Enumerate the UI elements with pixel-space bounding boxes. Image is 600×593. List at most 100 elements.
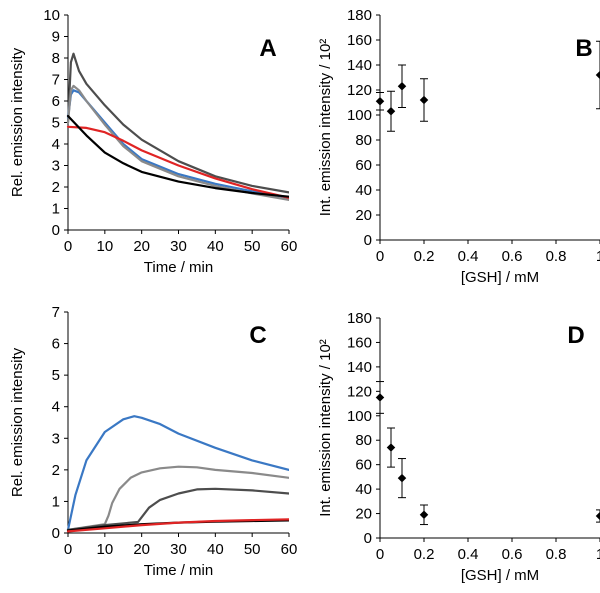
y-tick-label: 9 xyxy=(52,29,60,46)
x-axis-label: [GSH] / mM xyxy=(461,269,539,286)
y-tick-label: 5 xyxy=(52,367,60,384)
x-tick-label: 40 xyxy=(207,238,224,255)
x-axis-label: [GSH] / mM xyxy=(461,567,539,584)
series-line-black xyxy=(66,114,289,198)
y-tick-label: 8 xyxy=(52,50,60,67)
data-point xyxy=(419,510,429,520)
x-tick-label: 0.6 xyxy=(502,546,523,563)
plot-area xyxy=(66,415,289,533)
y-tick-label: 3 xyxy=(52,430,60,447)
y-tick-label: 140 xyxy=(347,359,372,376)
x-tick-label: 30 xyxy=(170,238,187,255)
x-tick-label: 0 xyxy=(64,541,72,558)
x-tick-label: 60 xyxy=(281,541,298,558)
y-tick-label: 0 xyxy=(364,232,372,249)
plot-area xyxy=(375,40,600,132)
x-tick-label: 50 xyxy=(244,541,261,558)
x-tick-label: 10 xyxy=(96,541,113,558)
panel-c: 0 1 2 3 4 5 6 7 0 10 20 30 40 50 60 Time / min Rel. emis… xyxy=(9,304,297,579)
series-line-gray xyxy=(66,84,289,201)
panel-label: A xyxy=(259,35,276,62)
y-tick-label: 120 xyxy=(347,82,372,99)
y-tick-label: 140 xyxy=(347,57,372,74)
data-point xyxy=(386,443,396,452)
x-tick-label: 0.4 xyxy=(458,248,479,265)
x-tick-label: 10 xyxy=(96,238,113,255)
x-tick-label: 0.6 xyxy=(502,248,523,265)
panel-label: C xyxy=(249,322,266,349)
series-line-blue xyxy=(66,415,289,531)
y-tick-label: 40 xyxy=(355,182,372,199)
data-point xyxy=(375,393,385,402)
series-line-dark-gray xyxy=(66,52,289,194)
y-tick-label: 80 xyxy=(355,432,372,449)
x-tick-label: 1 xyxy=(596,546,600,563)
y-tick-label: 60 xyxy=(355,157,372,174)
data-point xyxy=(375,97,385,106)
x-tick-label: 0.8 xyxy=(546,546,567,563)
x-tick-label: 0.2 xyxy=(414,248,435,265)
x-tick-label: 0.8 xyxy=(546,248,567,265)
y-tick-label: 0 xyxy=(364,530,372,547)
y-axis-label: Int. emission intensity / 10² xyxy=(317,339,334,517)
y-tick-label: 100 xyxy=(347,107,372,124)
y-tick-label: 6 xyxy=(52,336,60,353)
x-tick-label: 30 xyxy=(170,541,187,558)
x-tick-label: 50 xyxy=(244,238,261,255)
x-tick-label: 0 xyxy=(376,546,384,563)
y-tick-label: 180 xyxy=(347,310,372,327)
plot-area xyxy=(375,381,600,526)
panel-b: 0 20 40 60 80 100 120 140 160 180 0 0.2 0.4 0.6 0.8 1 [G… xyxy=(317,7,600,286)
y-tick-label: 5 xyxy=(52,115,60,132)
y-tick-label: 1 xyxy=(52,201,60,218)
y-tick-label: 80 xyxy=(355,132,372,149)
panel-d: 0 20 40 60 80 100 120 140 160 180 0 0.2 0.4 0.6 0.8 1 [G… xyxy=(317,310,600,584)
y-tick-label: 180 xyxy=(347,7,372,24)
y-tick-label: 1 xyxy=(52,493,60,510)
y-axis-label: Rel. emission intensity xyxy=(9,47,26,197)
x-tick-label: 1 xyxy=(596,248,600,265)
series-line-red xyxy=(66,518,289,533)
data-point xyxy=(397,473,407,483)
y-axis-label: Rel. emission intensity xyxy=(9,347,26,497)
x-tick-label: 0 xyxy=(64,238,72,255)
y-tick-label: 20 xyxy=(355,207,372,224)
series-line-dark-gray xyxy=(66,487,289,531)
y-tick-label: 160 xyxy=(347,32,372,49)
y-tick-label: 0 xyxy=(52,525,60,542)
y-tick-label: 0 xyxy=(52,222,60,239)
y-tick-label: 3 xyxy=(52,158,60,175)
y-tick-label: 40 xyxy=(355,481,372,498)
y-tick-label: 60 xyxy=(355,457,372,474)
series-line-gray xyxy=(66,465,289,531)
x-tick-label: 20 xyxy=(133,541,150,558)
panel-label: D xyxy=(567,322,584,349)
x-tick-label: 0.4 xyxy=(458,546,479,563)
y-tick-label: 100 xyxy=(347,408,372,425)
panel-a: 0 1 2 3 4 5 6 7 8 9 10 0 10 20 30 40 50 60 Time / min Rel. … xyxy=(9,7,297,276)
y-tick-label: 7 xyxy=(52,304,60,321)
series-line-blue xyxy=(66,89,289,199)
data-point xyxy=(419,95,429,105)
y-tick-label: 6 xyxy=(52,93,60,110)
x-tick-label: 20 xyxy=(133,238,150,255)
x-tick-label: 0 xyxy=(376,248,384,265)
panel-label: B xyxy=(575,35,592,62)
y-tick-label: 7 xyxy=(52,72,60,89)
data-point xyxy=(386,107,396,116)
y-tick-label: 120 xyxy=(347,383,372,400)
x-tick-label: 60 xyxy=(281,238,298,255)
plot-area xyxy=(66,52,289,201)
data-point xyxy=(397,82,407,91)
y-tick-label: 20 xyxy=(355,506,372,523)
y-axis-label: Int. emission intensity / 10² xyxy=(317,39,334,217)
data-point xyxy=(595,70,600,80)
data-point xyxy=(595,511,600,521)
series-line-red xyxy=(66,125,289,199)
y-tick-label: 4 xyxy=(52,136,60,153)
y-tick-label: 2 xyxy=(52,462,60,479)
x-tick-label: 0.2 xyxy=(414,546,435,563)
y-tick-label: 2 xyxy=(52,179,60,196)
y-tick-label: 160 xyxy=(347,334,372,351)
